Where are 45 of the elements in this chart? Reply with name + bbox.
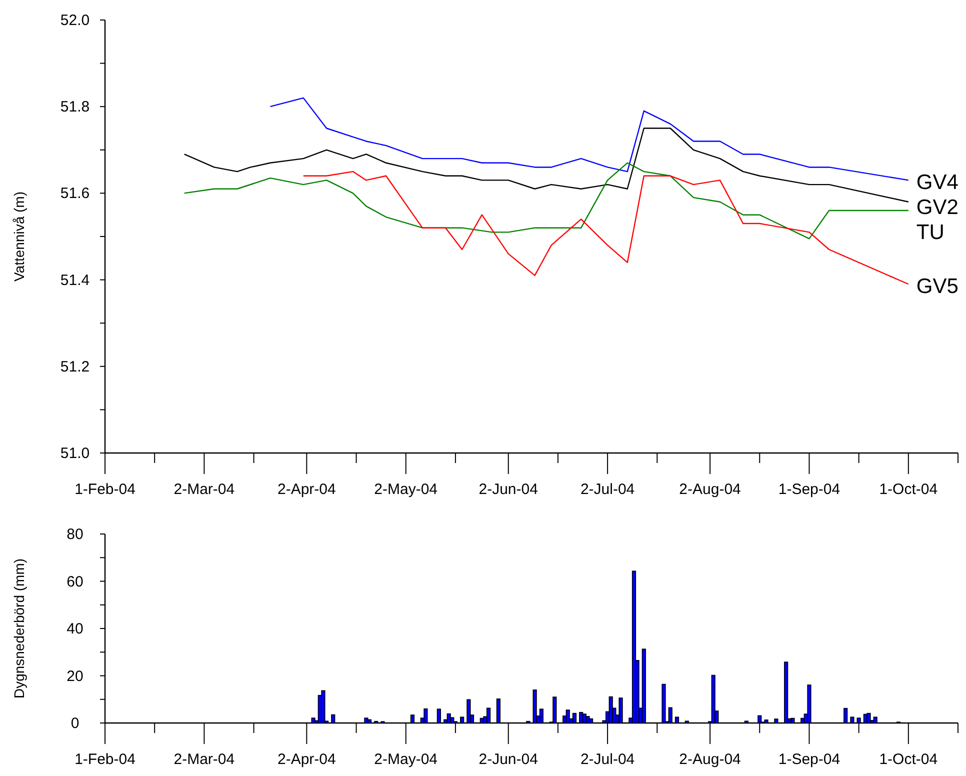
y-tick-label: 80 xyxy=(66,526,84,543)
x-tick-label: 2-May-04 xyxy=(374,751,438,768)
x-tick-label: 2-Mar-04 xyxy=(174,751,235,768)
bar xyxy=(566,710,570,724)
bar xyxy=(711,674,716,724)
series-label: TU xyxy=(916,221,944,244)
x-tick-label: 2-Jun-04 xyxy=(478,481,538,498)
line-series xyxy=(302,170,910,285)
y-axis-title: Dygnsnederbörd (mm) xyxy=(11,558,27,699)
x-tick-label: 1-Feb-04 xyxy=(74,751,136,768)
x-tick-label: 1-Sep-04 xyxy=(778,751,840,768)
line-series xyxy=(184,162,910,240)
x-tick-label: 2-Mar-04 xyxy=(174,481,235,498)
x-tick-label: 2-Aug-04 xyxy=(679,481,741,498)
x-tick-label: 1-Oct-04 xyxy=(879,481,938,498)
bar xyxy=(866,712,871,724)
y-tick-label: 0 xyxy=(70,715,80,732)
x-tick-label: 1-Sep-04 xyxy=(778,481,840,498)
y-tick-label: 51.2 xyxy=(60,358,90,376)
x-tick-label: 2-Apr-04 xyxy=(278,751,336,768)
line-series xyxy=(270,97,910,181)
x-tick-label: 2-Jul-04 xyxy=(580,481,635,498)
y-tick-label: 51.0 xyxy=(60,445,90,462)
series-label: GV4 xyxy=(916,171,959,194)
y-tick-label: 40 xyxy=(66,620,84,638)
y-tick-label: 51.4 xyxy=(60,272,90,289)
x-tick-label: 2-Apr-04 xyxy=(278,481,336,498)
y-tick-label: 51.6 xyxy=(60,185,90,202)
x-tick-label: 1-Oct-04 xyxy=(879,751,938,768)
bar xyxy=(450,717,454,724)
series-label: GV2 xyxy=(916,196,958,220)
bar xyxy=(321,690,326,724)
x-tick-label: 1-Feb-04 xyxy=(74,481,136,498)
y-tick-label: 52.0 xyxy=(60,12,90,29)
y-tick-label: 51.8 xyxy=(60,98,90,116)
bar xyxy=(586,716,590,724)
y-tick-label: 60 xyxy=(66,573,84,590)
x-tick-label: 2-Jun-04 xyxy=(478,751,538,768)
x-tick-label: 2-Jul-04 xyxy=(580,751,635,768)
x-tick-label: 2-Aug-04 xyxy=(679,751,741,768)
y-tick-label: 20 xyxy=(66,668,84,685)
line-series xyxy=(184,128,910,202)
y-axis-title: Vattennivå (m) xyxy=(11,192,27,282)
series-label: GV5 xyxy=(916,275,958,298)
x-tick-label: 2-May-04 xyxy=(374,481,438,498)
